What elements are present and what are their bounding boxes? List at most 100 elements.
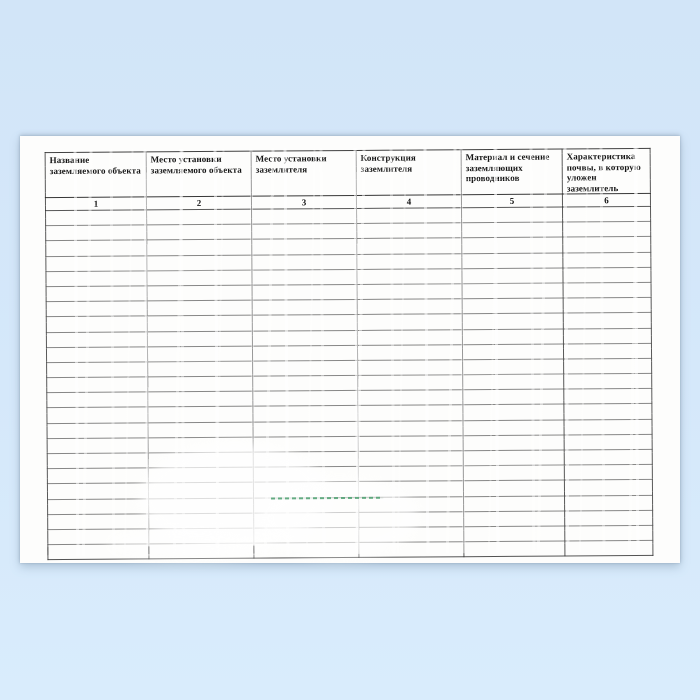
empty-table-cell: [46, 285, 148, 302]
empty-table-cell: [562, 206, 651, 223]
empty-table-cell: [462, 282, 564, 299]
empty-table-cell: [356, 238, 462, 255]
scanned-document-page: Название заземляемого объекта Место уста…: [20, 136, 680, 563]
empty-table-cell: [564, 510, 653, 526]
empty-table-cell: [45, 225, 147, 241]
empty-table-cell: [357, 405, 463, 422]
column-header-soil-characteristics: Характеристика почвы, в которую уложен з…: [562, 148, 651, 195]
empty-table-cell: [563, 312, 652, 329]
empty-table-cell: [148, 512, 254, 529]
table-header: Название заземляемого объекта Место уста…: [45, 148, 651, 211]
empty-table-cell: [47, 437, 149, 454]
empty-table-cell: [357, 314, 463, 330]
column-number: 1: [45, 196, 147, 211]
empty-table-cell: [251, 269, 358, 286]
empty-table-cell: [252, 314, 358, 331]
empty-table-cell: [46, 316, 148, 333]
empty-table-cell: [358, 511, 464, 528]
empty-table-cell: [461, 207, 563, 223]
empty-table-cell: [461, 252, 563, 269]
empty-table-cell: [252, 284, 358, 301]
empty-table-cell: [357, 374, 463, 391]
empty-table-cell: [462, 358, 564, 375]
empty-table-cell: [251, 238, 357, 255]
empty-table-cell: [251, 254, 357, 270]
empty-table-cell: [45, 240, 147, 257]
column-number: 5: [461, 194, 563, 208]
empty-table-cell: [563, 403, 652, 420]
empty-table-cell: [253, 542, 359, 559]
empty-table-cell: [148, 528, 254, 545]
empty-table-cell: [357, 344, 463, 361]
empty-table-cell: [252, 299, 358, 316]
empty-table-cell: [357, 389, 463, 406]
empty-table-cell: [45, 255, 147, 272]
empty-table-cell: [253, 496, 359, 513]
empty-table-cell: [148, 543, 254, 560]
empty-table-cell: [461, 237, 563, 254]
empty-table-cell: [564, 494, 653, 511]
empty-table-cell: [462, 374, 564, 390]
empty-table-cell: [563, 343, 652, 359]
empty-table-cell: [461, 222, 563, 239]
empty-table-cell: [252, 329, 358, 346]
empty-table-cell: [462, 328, 564, 345]
empty-table-cell: [46, 392, 148, 409]
empty-table-cell: [462, 298, 564, 315]
empty-table-cell: [564, 449, 653, 466]
empty-table-cell: [252, 360, 358, 377]
empty-table-cell: [146, 269, 253, 286]
empty-table-cell: [463, 541, 565, 558]
empty-table-cell: [46, 422, 149, 439]
empty-table-cell: [47, 498, 149, 515]
empty-table-cell: [356, 268, 463, 285]
empty-table-row: [47, 540, 653, 560]
empty-table-cell: [357, 283, 463, 300]
empty-table-cell: [562, 221, 651, 238]
empty-table-cell: [358, 450, 464, 467]
empty-table-cell: [563, 327, 652, 344]
empty-table-cell: [47, 528, 149, 545]
empty-table-cell: [148, 452, 254, 469]
column-number: 2: [146, 196, 252, 210]
empty-table-cell: [356, 207, 462, 224]
grounding-register-table: Название заземляемого объекта Место уста…: [44, 147, 654, 561]
empty-table-cell: [146, 254, 252, 271]
empty-table-cell: [46, 346, 148, 363]
empty-table-cell: [146, 209, 252, 226]
empty-table-cell: [148, 497, 254, 514]
empty-table-cell: [46, 301, 148, 317]
empty-table-cell: [252, 390, 358, 407]
empty-table-cell: [358, 481, 464, 497]
empty-table-cell: [564, 540, 653, 557]
empty-table-cell: [564, 479, 653, 496]
empty-table-cell: [563, 297, 652, 314]
empty-table-cell: [148, 467, 254, 484]
column-number: 3: [251, 195, 357, 210]
empty-table-cell: [47, 468, 149, 484]
empty-table-cell: [462, 343, 564, 360]
empty-table-cell: [46, 331, 148, 348]
empty-table-cell: [462, 404, 564, 421]
empty-table-cell: [357, 329, 463, 346]
empty-table-cell: [252, 345, 358, 362]
empty-table-cell: [147, 391, 253, 408]
empty-table-cell: [358, 541, 464, 558]
empty-table-cell: [46, 361, 148, 378]
empty-table-cell: [357, 420, 464, 437]
empty-table-cell: [356, 253, 462, 270]
empty-table-cell: [462, 313, 564, 330]
grounding-register-table-wrap: Название заземляемого объекта Место уста…: [42, 145, 656, 561]
empty-table-cell: [253, 512, 359, 529]
empty-table-cell: [563, 419, 653, 435]
empty-table-cell: [47, 544, 149, 560]
empty-table-cell: [147, 406, 253, 423]
empty-table-cell: [358, 526, 464, 543]
table-body: [45, 206, 653, 560]
column-number: 6: [562, 193, 651, 208]
empty-table-cell: [253, 436, 359, 453]
empty-table-cell: [563, 282, 652, 299]
empty-table-cell: [253, 451, 359, 468]
column-header-object-location: Место установки заземляемого объекта: [146, 151, 252, 197]
empty-table-cell: [147, 300, 253, 317]
